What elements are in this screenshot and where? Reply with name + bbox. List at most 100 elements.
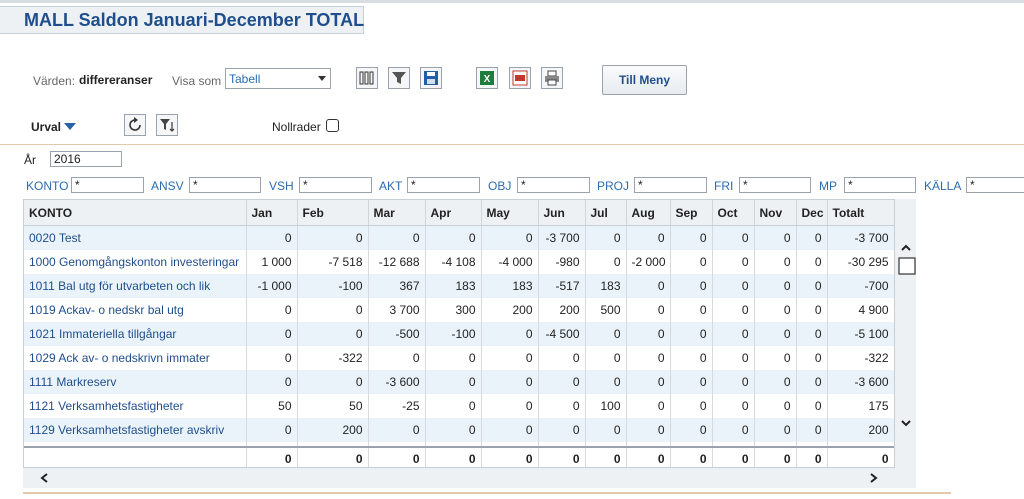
column-header[interactable]: Feb xyxy=(297,200,369,226)
column-header[interactable]: Oct xyxy=(712,200,755,226)
urval-toggle[interactable]: Urval xyxy=(31,120,77,134)
value-cell: 50 xyxy=(246,394,298,418)
value-cell: 0 xyxy=(670,346,713,370)
column-header[interactable]: Jun xyxy=(538,200,586,226)
excel-button[interactable]: X xyxy=(476,67,498,89)
value-cell: 0 xyxy=(297,322,369,346)
table-row[interactable]: 1121 Verksamhetsfastigheter 50 50 -25 0 0 0 100… xyxy=(24,394,894,418)
column-header[interactable]: Dec xyxy=(796,200,828,226)
column-header[interactable]: KONTO xyxy=(24,200,247,226)
total-cell xyxy=(24,446,247,467)
value-cell: 0 xyxy=(481,346,539,370)
value-cell: 0 xyxy=(712,298,755,322)
value-cell: 0 xyxy=(754,225,797,250)
value-cell: 0 xyxy=(712,274,755,298)
spacer-cell xyxy=(670,442,713,447)
value-cell: -700 xyxy=(827,274,894,298)
table-row[interactable]: 1021 Immateriella tillgångar 0 0 -500 -100 0-… xyxy=(24,322,894,346)
value-cell: 0 xyxy=(297,370,369,394)
value-cell: -322 xyxy=(827,346,894,370)
columns-button[interactable] xyxy=(356,67,378,89)
column-header[interactable]: Apr xyxy=(425,200,482,226)
value-cell: 0 xyxy=(712,394,755,418)
horizontal-scrollbar[interactable] xyxy=(23,468,916,488)
value-cell: -4 500 xyxy=(538,322,586,346)
value-cell: 0 xyxy=(585,418,627,442)
column-header[interactable]: Jul xyxy=(585,200,627,226)
to-menu-button[interactable]: Till Meny xyxy=(602,65,687,95)
view-label: Visa som xyxy=(172,74,222,88)
value-cell: 0 xyxy=(425,225,482,250)
column-header[interactable]: Aug xyxy=(626,200,671,226)
filter-label-proj: PROJ xyxy=(597,179,630,193)
column-header[interactable]: Nov xyxy=(754,200,797,226)
table-row[interactable]: 1000 Genomgångskonton investeringar 1 000… xyxy=(24,250,894,274)
table-row[interactable]: 1011 Bal utg för utvarbeten och lik -1 00… xyxy=(24,274,894,298)
pdf-button[interactable] xyxy=(509,67,531,89)
scroll-up-icon[interactable] xyxy=(901,244,911,251)
value-cell: 0 xyxy=(712,346,755,370)
value-cell: 0 xyxy=(425,370,482,394)
value-cell: 50 xyxy=(297,394,369,418)
filter-input-akt[interactable]: * xyxy=(407,177,480,193)
spacer-row xyxy=(24,442,894,447)
values-value: differeranser xyxy=(79,73,153,87)
year-label: År xyxy=(24,153,36,167)
value-cell: 0 xyxy=(712,322,755,346)
save-button[interactable] xyxy=(420,67,442,89)
value-cell: 0 xyxy=(538,418,586,442)
total-cell: 0 xyxy=(585,446,627,467)
scroll-right-icon[interactable] xyxy=(870,473,878,483)
value-cell: 0 xyxy=(297,225,369,250)
filter-input-vsh[interactable]: * xyxy=(299,177,372,193)
filter-input-ansv[interactable]: * xyxy=(189,177,261,193)
scroll-left-icon[interactable] xyxy=(40,473,48,483)
column-header[interactable]: Totalt xyxy=(827,200,894,226)
filter-button[interactable] xyxy=(388,67,410,89)
value-cell: 300 xyxy=(425,298,482,322)
value-cell: 3 700 xyxy=(368,298,426,322)
vertical-scrollbar[interactable] xyxy=(895,199,916,468)
value-cell: 0 xyxy=(481,322,539,346)
scroll-down-icon[interactable] xyxy=(901,420,911,427)
value-cell: 0 xyxy=(626,322,671,346)
value-cell: 0 xyxy=(368,346,426,370)
table-row[interactable]: 1111 Markreserv 0 0 -3 600 0 0 0 0 0 0 0 0 0 -3 600 xyxy=(24,370,894,394)
view-select[interactable]: Tabell xyxy=(225,68,331,89)
table-row[interactable]: 0020 Test 0 0 0 0 0 -3 700 0 0 0 0 0 0 -3 700 xyxy=(24,225,894,250)
value-cell: 0 xyxy=(481,370,539,394)
value-cell: 500 xyxy=(585,298,627,322)
filter-sort-button[interactable] xyxy=(156,114,178,136)
refresh-button[interactable] xyxy=(124,114,146,136)
title-bar xyxy=(0,6,364,34)
column-header[interactable]: Sep xyxy=(670,200,713,226)
column-header[interactable]: Mar xyxy=(368,200,426,226)
value-cell: -3 600 xyxy=(827,370,894,394)
filter-sort-icon xyxy=(160,119,175,132)
total-cell: 0 xyxy=(796,446,828,467)
filter-input-konto[interactable]: * xyxy=(71,177,144,193)
column-header[interactable]: May xyxy=(481,200,539,226)
chevron-down-icon xyxy=(318,76,326,81)
table-row[interactable]: 1029 Ack av- o nedskrivn immater 0 -322 0 0 0… xyxy=(24,346,894,370)
filter-input-obj[interactable]: * xyxy=(517,177,590,193)
data-table: KONTO Jan Feb Mar Apr May Jun Jul Aug Se… xyxy=(24,200,894,467)
value-cell: 0 xyxy=(297,298,369,322)
spacer-cell xyxy=(796,442,828,447)
filter-input-mp[interactable]: * xyxy=(844,177,916,193)
zero-rows-checkbox[interactable] xyxy=(326,119,339,132)
year-input[interactable]: 2016 xyxy=(50,151,122,167)
scroll-thumb[interactable] xyxy=(898,257,916,275)
table-row[interactable]: 1129 Verksamhetsfastigheter avskriv 0 200 0… xyxy=(24,418,894,442)
value-cell: 0 xyxy=(538,394,586,418)
value-cell: 0 xyxy=(796,418,828,442)
spacer-cell xyxy=(297,442,369,447)
table-row[interactable]: 1019 Ackav- o nedskr bal utg 0 0 3 700 300 20… xyxy=(24,298,894,322)
value-cell: 0 xyxy=(670,370,713,394)
account-cell: 1111 Markreserv xyxy=(24,370,247,394)
column-header[interactable]: Jan xyxy=(246,200,298,226)
filter-input-proj[interactable]: * xyxy=(634,177,707,193)
filter-input-fri[interactable]: * xyxy=(739,177,811,193)
print-button[interactable] xyxy=(541,67,563,89)
filter-input-kalla[interactable]: * xyxy=(966,177,1024,193)
